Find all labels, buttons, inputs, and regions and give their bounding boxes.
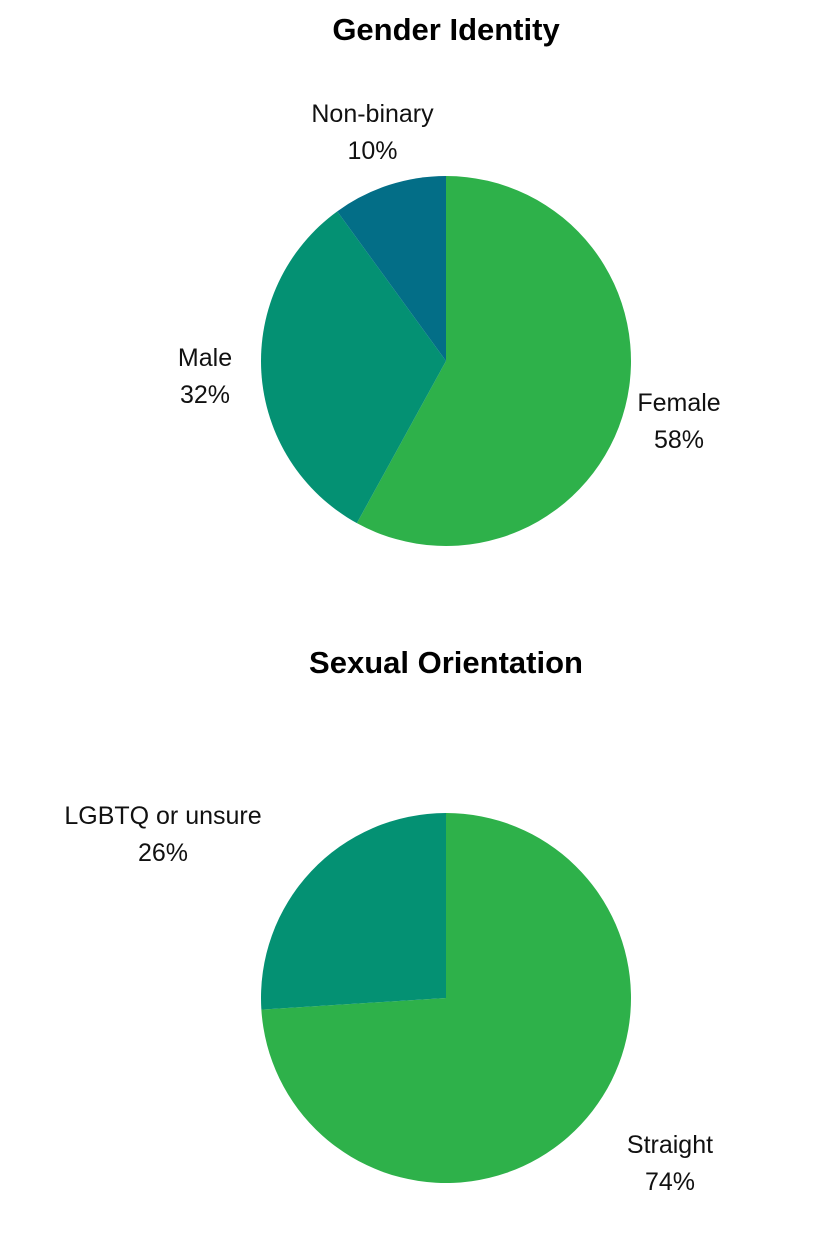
pie-slice-lgbtq-or-unsure	[261, 813, 446, 1010]
chart-title-gender-identity: Gender Identity	[332, 12, 560, 47]
pie-chart-sexual-orientation	[261, 813, 632, 1183]
pie-slice-straight	[261, 813, 632, 1183]
slice-category-non-binary: Non-binary	[311, 100, 434, 128]
slice-label-male: Male 32%	[150, 340, 260, 414]
pie-slice-non-binary	[337, 176, 446, 361]
chart-title-sexual-orientation: Sexual Orientation	[309, 645, 583, 680]
pie-chart-gender-identity	[261, 176, 631, 546]
slice-value-non-binary: 10%	[347, 137, 398, 165]
slice-value-lgbtq-or-unsure: 26%	[137, 839, 189, 867]
slice-category-female: Female	[637, 389, 721, 417]
slice-value-straight: 74%	[644, 1168, 696, 1196]
slice-category-lgbtq-or-unsure: LGBTQ or unsure	[64, 802, 262, 830]
slice-value-female: 58%	[653, 426, 705, 454]
slice-category-male: Male	[177, 344, 233, 372]
slice-label-female: Female 58%	[624, 385, 734, 459]
slice-label-lgbtq-or-unsure: LGBTQ or unsure 26%	[48, 798, 278, 872]
slice-label-straight: Straight 74%	[610, 1127, 730, 1201]
pie-slice-male	[261, 211, 446, 524]
slice-label-non-binary: Non-binary 10%	[300, 96, 445, 170]
slice-value-male: 32%	[179, 381, 231, 409]
slice-category-straight: Straight	[626, 1131, 714, 1159]
pie-slice-female	[356, 176, 631, 546]
